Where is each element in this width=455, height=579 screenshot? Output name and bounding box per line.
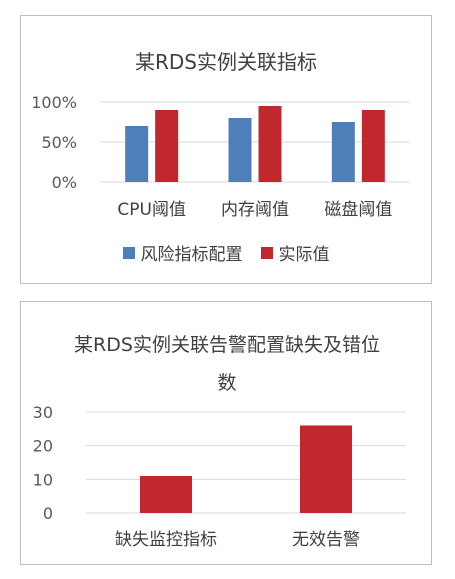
bar	[125, 126, 149, 182]
legend-label: 风险指标配置	[140, 245, 243, 265]
chart-plot-alerts: 0 10 20 30 缺失监控指标 无效告警	[33, 403, 406, 550]
x-tick-label: 磁盘阈值	[324, 200, 392, 220]
x-tick-label: 内存阈值	[221, 200, 289, 220]
bar	[228, 118, 252, 182]
y-tick-label: 30	[33, 403, 53, 422]
chart-title: 某RDS实例关联告警配置缺失及错位数	[74, 334, 380, 394]
bar	[331, 122, 355, 182]
legend-swatch	[122, 246, 135, 259]
y-tick-label: 20	[33, 437, 53, 456]
chart-title: 某RDS实例关联指标	[135, 50, 317, 74]
bar	[140, 475, 192, 513]
x-tick-label: CPU阈值	[117, 200, 186, 220]
legend-label: 实际值	[278, 245, 330, 265]
y-tick-label: 100%	[31, 93, 77, 112]
y-tick-label: 10	[33, 470, 53, 489]
x-tick-label: 缺失监控指标	[115, 530, 217, 550]
bar	[300, 425, 352, 513]
chart-panel-alerts: 某RDS实例关联告警配置缺失及错位数 0 10 20 30 缺失监控指标 无效告警	[20, 301, 432, 565]
y-tick-label: 0	[43, 504, 53, 523]
chart-panel-metrics: 某RDS实例关联指标 0% 50% 100% CPU阈值 内存阈值 磁盘阈值 风险指标配置…	[20, 15, 432, 284]
legend-swatch	[260, 246, 273, 259]
chart-plot-metrics: 0% 50% 100% CPU阈值 内存阈值 磁盘阈值	[31, 93, 410, 220]
legend-item-actual: 实际值	[260, 240, 330, 265]
legend-item-risk-config: 风险指标配置	[122, 240, 243, 265]
y-tick-label: 50%	[41, 133, 77, 152]
y-tick-label: 0%	[52, 173, 77, 192]
bar	[155, 110, 179, 182]
bar	[361, 110, 385, 182]
chart-legend: 风险指标配置 实际值	[21, 240, 431, 265]
bar	[258, 106, 282, 182]
x-tick-label: 无效告警	[292, 530, 360, 550]
